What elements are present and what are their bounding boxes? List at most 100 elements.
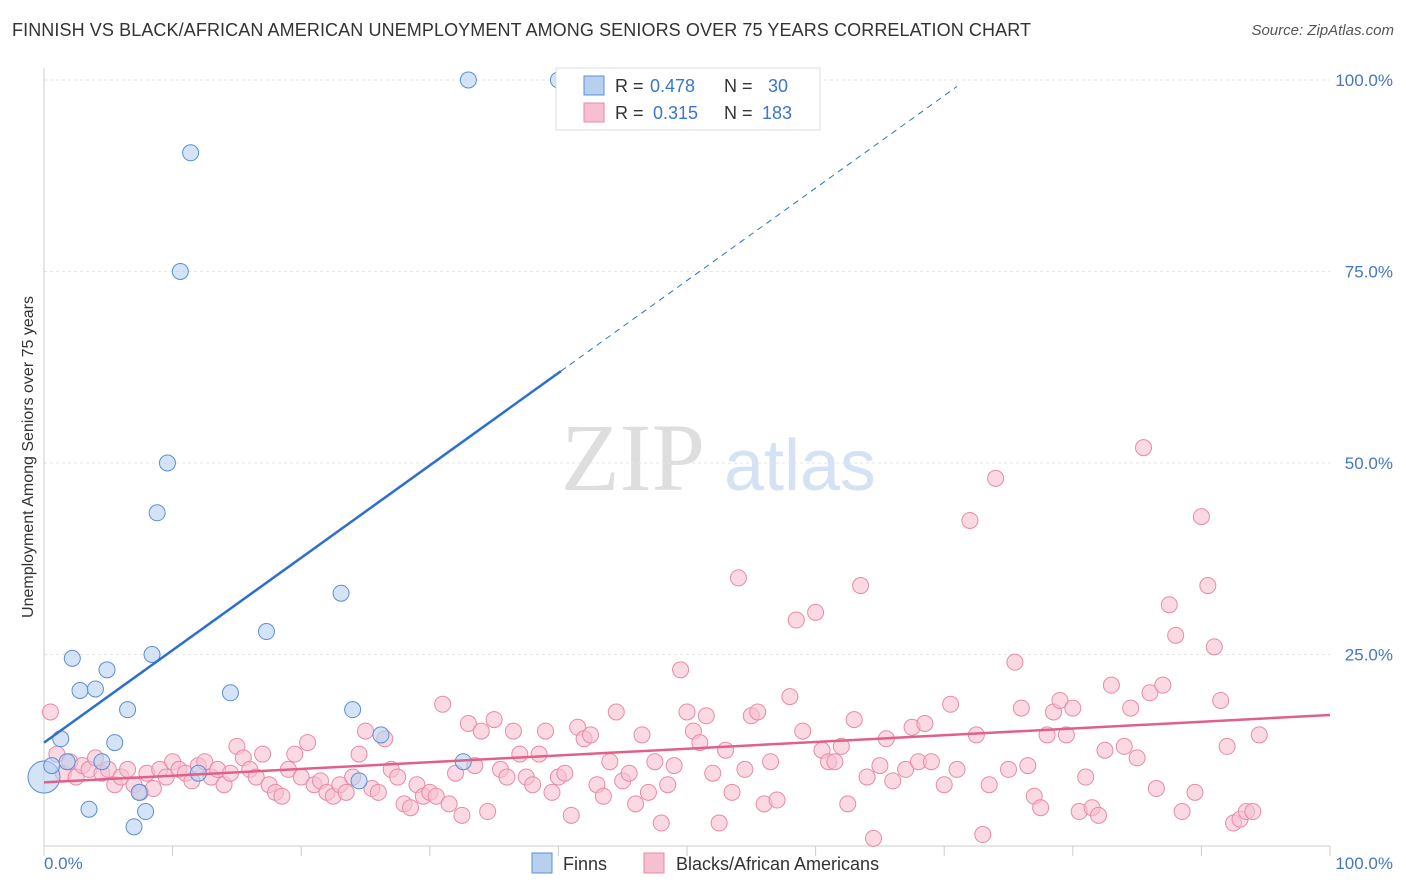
trend-lines <box>43 86 1331 784</box>
black-point <box>942 695 960 713</box>
watermark-zip: ZIP <box>561 404 705 511</box>
black-point <box>974 826 992 844</box>
finns-point <box>372 726 390 744</box>
black-point <box>794 722 812 740</box>
black-point <box>247 768 265 786</box>
black-point <box>357 722 374 740</box>
black-point <box>511 745 529 763</box>
stats-legend-n-label-black: N = <box>724 103 753 123</box>
black-point <box>961 511 979 529</box>
black-point <box>453 806 471 824</box>
finns-point <box>171 263 189 280</box>
black-points <box>41 439 1268 847</box>
black-point <box>556 764 574 782</box>
black-point <box>594 787 612 805</box>
legend-label-black: Blacks/African Americans <box>676 854 879 874</box>
black-point <box>845 711 863 729</box>
black-point <box>440 795 458 813</box>
finns-point <box>350 772 368 790</box>
black-point <box>273 787 291 805</box>
black-point <box>1032 799 1050 817</box>
black-point <box>254 745 272 763</box>
finns-point <box>130 783 148 801</box>
chart-title: FINNISH VS BLACK/AFRICAN AMERICAN UNEMPL… <box>12 20 1032 40</box>
finns-point <box>106 734 124 752</box>
black-point <box>427 787 445 805</box>
stats-legend-r-value-black: 0.315 <box>653 103 698 123</box>
black-point <box>1250 726 1268 744</box>
finns-points <box>27 71 567 836</box>
black-point <box>582 726 600 744</box>
stats-legend-swatch-finns <box>583 75 605 96</box>
legend-swatch-finns <box>531 852 553 874</box>
y-tick-label: 75.0% <box>1345 263 1393 282</box>
black-point <box>1154 676 1172 694</box>
y-tick-labels: 25.0% 50.0% 75.0% 100.0% <box>1335 71 1393 665</box>
black-point <box>633 726 651 744</box>
finns-point <box>148 504 166 522</box>
stats-legend-r-value-finns: 0.478 <box>650 76 695 96</box>
y-tick-label: 25.0% <box>1345 646 1393 665</box>
finns-trend-extension <box>560 86 958 372</box>
black-point <box>41 703 59 721</box>
black-point <box>826 753 844 771</box>
black-point <box>897 760 915 778</box>
black-point <box>646 753 664 771</box>
black-point <box>1192 508 1210 526</box>
black-point <box>119 760 137 778</box>
finns-trend-line <box>43 370 562 744</box>
black-point <box>652 814 670 832</box>
black-point <box>504 722 522 740</box>
black-point <box>787 611 805 629</box>
black-point <box>1090 806 1108 824</box>
black-point <box>1000 760 1017 778</box>
finns-point <box>93 753 111 771</box>
black-point <box>144 780 162 798</box>
black-point <box>1051 691 1069 709</box>
black-point <box>749 703 767 721</box>
black-point <box>762 753 780 771</box>
black-point <box>537 722 555 740</box>
black-point <box>659 776 677 794</box>
finns-point <box>80 800 98 818</box>
black-point <box>1019 757 1037 775</box>
black-point <box>639 783 657 801</box>
finns-point <box>43 757 61 775</box>
black-point <box>1141 684 1159 702</box>
black-point <box>485 711 503 729</box>
stats-legend-swatch-black <box>583 102 605 123</box>
black-point <box>852 577 870 595</box>
black-point <box>627 795 645 813</box>
black-point <box>678 703 696 721</box>
black-point <box>839 795 857 813</box>
black-point <box>987 469 1005 487</box>
black-point <box>1244 803 1262 821</box>
finns-point <box>459 71 477 89</box>
black-point <box>980 776 998 794</box>
black-point <box>1006 653 1024 671</box>
black-point <box>723 783 741 801</box>
y-tick-label: 100.0% <box>1335 71 1393 90</box>
black-point <box>498 768 516 786</box>
black-point <box>1186 783 1204 801</box>
stats-legend-n-label-finns: N = <box>724 76 753 96</box>
black-point <box>697 707 715 725</box>
black-point <box>710 814 728 832</box>
stats-legend-n-value-black: 183 <box>762 103 792 123</box>
black-point <box>350 745 368 763</box>
y-axis-label: Unemployment Among Seniors over 75 years <box>20 296 37 618</box>
black-point <box>1205 638 1223 656</box>
black-point <box>1096 741 1114 759</box>
black-point <box>768 791 786 809</box>
black-point <box>402 799 420 817</box>
stats-legend-n-value-finns: 30 <box>768 76 788 96</box>
stats-legend: R = 0.478 N = 30 R = 0.315 N = 183 <box>555 67 821 131</box>
black-point <box>935 776 953 794</box>
black-point <box>479 803 497 821</box>
black-point <box>916 714 934 732</box>
black-point <box>717 741 735 759</box>
finns-point <box>158 454 176 472</box>
finns-point <box>137 803 155 821</box>
black-point <box>299 734 317 752</box>
black-point <box>369 783 387 801</box>
